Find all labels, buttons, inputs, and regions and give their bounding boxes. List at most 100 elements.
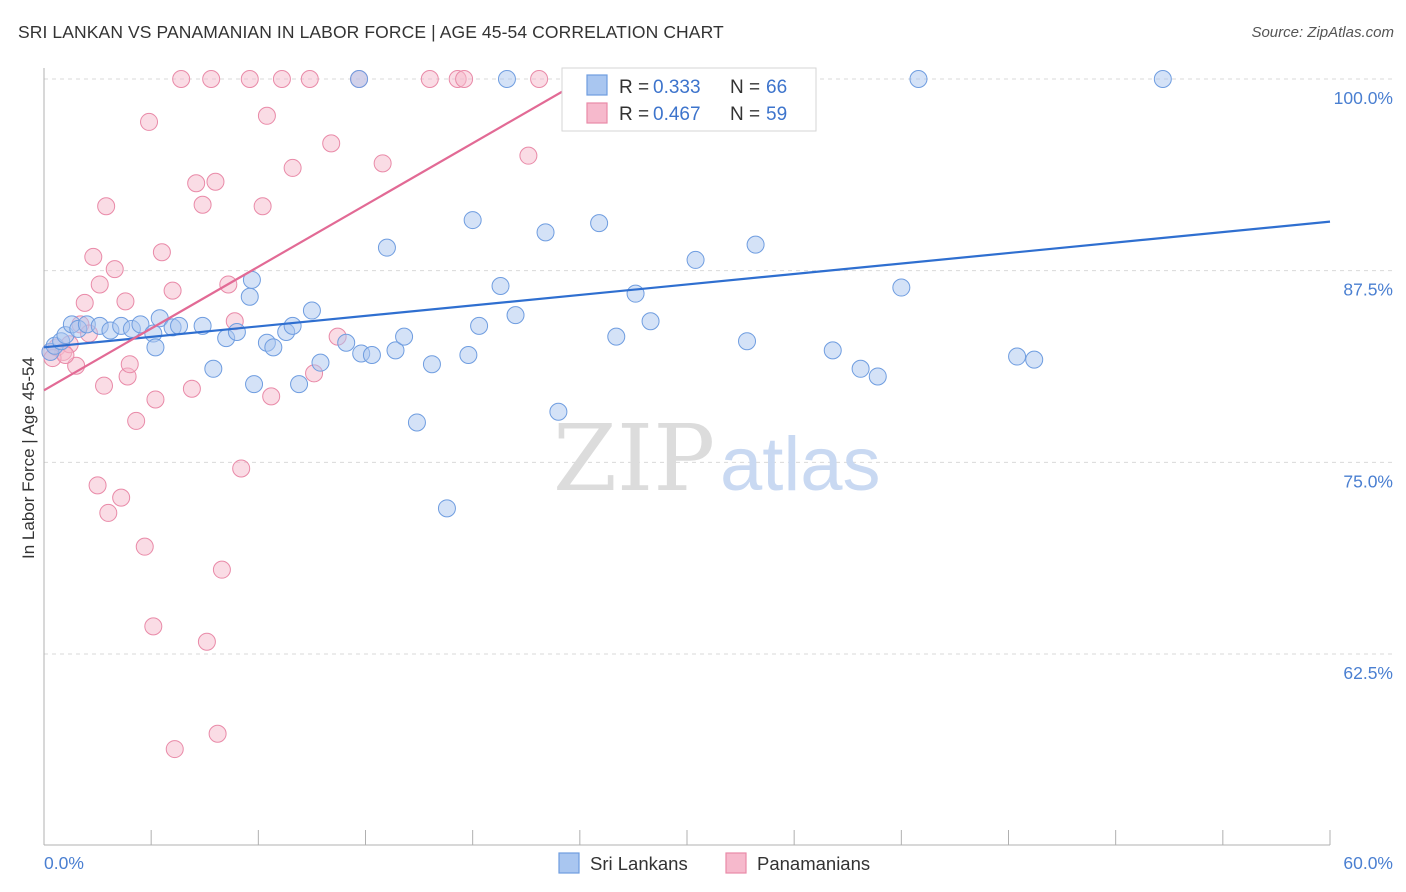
watermark-zip: ZIP [553,405,715,512]
panamanians-point [140,112,159,131]
sri-lankans-point [463,211,482,230]
panamanians-point [300,70,319,88]
sri-lankans-point [823,341,842,360]
sri-lankans-point [264,338,283,357]
panamanians-point [283,158,302,177]
panamanians-point [322,134,341,153]
panamanians-point [262,387,281,406]
legend-r-value-sri-lankans: 0.333 [653,77,701,98]
sri-lankans-point [470,316,489,335]
panamanians-point [116,292,135,311]
panamanians-point [90,275,109,294]
watermark-atlas: atlas [720,422,881,507]
chart-title: SRI LANKAN VS PANAMANIAN IN LABOR FORCE … [18,22,724,42]
y-tick-label-75: 75.0% [1343,471,1393,491]
panamanians-point [182,379,201,398]
sri-lankans-point [491,277,510,295]
bottom-legend-label-panamanians: Panamanians [757,853,870,874]
bottom-legend-swatch-sri-lankans [558,852,580,874]
panamanians-point [95,376,114,395]
panamanians-point [105,260,124,279]
legend-swatch-sri-lankans [586,74,608,96]
sri-lankans-point [350,70,369,88]
panamanians-point [144,617,163,636]
sri-lankans-point [386,341,405,360]
sri-lankans-point [422,355,441,374]
sri-lankans-point [337,333,356,352]
sri-lankans-point [146,338,165,357]
panamanians-point [84,247,103,266]
legend-n-label-2: N = [730,104,760,125]
sri-lankans-point [607,327,626,346]
chart-source: Source: ZipAtlas.com [1251,24,1394,41]
panamanians-trend-line [43,78,585,392]
panamanians-points [41,70,630,759]
legend-n-label-1: N = [730,77,760,98]
panamanians-point [272,70,291,88]
sri-lankans-point [626,284,645,303]
legend-n-value-sri-lankans: 66 [766,77,787,98]
panamanians-point [97,197,116,216]
panamanians-point [75,293,94,312]
y-tick-label-87-5: 87.5% [1343,280,1393,300]
sri-lankans-point [909,70,928,88]
sri-lankans-point [131,315,150,334]
sri-lankans-point [746,235,765,254]
x-tick-label-0: 0.0% [44,853,84,873]
sri-lankans-point [851,359,870,378]
panamanians-point [455,70,474,88]
panamanians-point [202,70,221,88]
sri-lankans-trend-line [43,220,1331,349]
panamanians-point [88,476,107,495]
sri-lankans-point [738,332,757,351]
legend-r-label-1: R = [619,77,649,98]
panamanians-point [253,197,272,216]
sri-lankans-point [459,346,478,364]
sri-lankans-point [407,413,426,432]
x-tick-label-60: 60.0% [1343,853,1393,873]
legend-r-value-panamanians: 0.467 [653,104,701,125]
gridlines [44,78,1392,655]
sri-lankans-point [1025,350,1044,369]
y-tick-label-62-5: 62.5% [1343,663,1393,683]
panamanians-point [135,537,154,556]
panamanians-point [212,560,231,579]
sri-lankans-point [437,499,456,518]
sri-lankans-point [193,316,212,335]
x-axis-ticks [43,830,1331,845]
panamanians-point [232,459,251,478]
panamanians-point [152,243,171,262]
panamanians-point [163,281,182,300]
y-axis-label: In Labor Force | Age 45-54 [19,357,38,559]
sri-lankans-point [641,312,660,331]
bottom-legend-swatch-panamanians [725,852,747,874]
panamanians-point [519,146,538,165]
sri-lankans-point [686,250,705,269]
sri-lankans-point [1153,70,1172,88]
bottom-legend-label-sri-lankans: Sri Lankans [590,853,688,874]
panamanians-point [373,154,392,173]
legend-r-label-2: R = [619,104,649,125]
sri-lankans-point [377,238,396,257]
sri-lankans-point [1008,347,1027,366]
panamanians-point [120,355,139,374]
sri-lankans-point [497,70,516,88]
sri-lankans-point [245,375,264,394]
y-tick-labels: 100.0% 87.5% 75.0% 62.5% [1334,88,1393,683]
sri-lankans-point [536,223,555,242]
sri-lankans-point [170,316,189,335]
sri-lankans-point [395,327,414,346]
sri-lankans-points [41,70,1172,518]
panamanians-point [146,390,165,409]
sri-lankans-point [240,287,259,306]
panamanians-point [193,195,212,214]
sri-lankans-point [868,367,887,386]
panamanians-point [197,632,216,651]
panamanians-point [206,172,225,191]
sri-lankans-point [549,402,568,421]
sri-lankans-point [506,306,525,325]
panamanians-point [187,174,206,193]
sri-lankans-point [892,278,911,297]
panamanians-point [172,70,191,88]
y-tick-label-100: 100.0% [1334,88,1393,108]
